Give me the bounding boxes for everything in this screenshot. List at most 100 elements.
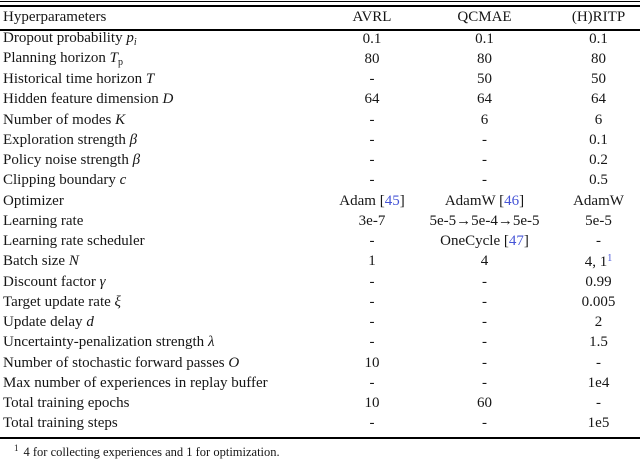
table-row: Dropout probability pi 0.1 0.1 0.1 <box>0 29 640 49</box>
cell-text: Optimizer <box>3 192 64 209</box>
qcmae-value-cell: - <box>412 353 557 373</box>
qcmae-value-cell: 5e-5→5e-4→5e-5 <box>412 211 557 231</box>
cell-text: 50 <box>477 71 492 88</box>
param-cell: Update delay d <box>0 313 332 333</box>
table-row: Planning horizon Tp 80 80 80 <box>0 49 640 69</box>
qcmae-value-cell: 4 <box>412 252 557 272</box>
param-cell: Target update rate ξ <box>0 292 332 312</box>
cell-text: 60 <box>477 395 492 412</box>
qcmae-value-cell: 6 <box>412 110 557 130</box>
avrl-value-cell: 64 <box>332 90 412 110</box>
avrl-value-cell: 3e-7 <box>332 211 412 231</box>
cell-text: N <box>68 253 79 270</box>
cell-text: c <box>119 172 127 189</box>
cell-text: - <box>482 152 487 169</box>
avrl-value-cell: - <box>332 151 412 171</box>
cell-text: 64 <box>591 91 606 108</box>
cell-text: - <box>369 334 375 351</box>
avrl-value-cell: - <box>332 313 412 333</box>
header-row: Hyperparameters AVRL QCMAE (H)RITP <box>0 6 640 29</box>
cell-text: - <box>482 314 487 331</box>
top-rule-outer <box>0 1 640 2</box>
cell-text: Dropout probability <box>3 30 127 47</box>
table-row: Total training steps - - 1e5 <box>0 414 640 434</box>
cell-text: d <box>86 314 94 331</box>
cell-text: Update delay <box>3 314 87 331</box>
qcmae-value-cell: AdamW [46] <box>412 191 557 211</box>
cell-text: 5e-5→5e-4→5e-5 <box>429 212 540 229</box>
col-header-hyperparameters: Hyperparameters <box>3 9 107 25</box>
hritp-value-cell: 50 <box>557 70 640 90</box>
table-row: Learning rate 3e-7 5e-5→5e-4→5e-5 5e-5 <box>0 211 640 231</box>
footnote-marker: 1 <box>14 443 19 453</box>
hritp-value-cell: - <box>557 353 640 373</box>
cell-text: - <box>482 273 487 290</box>
cell-text: Historical time horizon <box>3 71 146 88</box>
param-cell: Dropout probability pi <box>0 29 332 49</box>
table-row: Batch size N 1 4 4, 11 <box>0 252 640 272</box>
cell-text: O <box>228 354 240 371</box>
qcmae-value-cell: OneCycle [47] <box>412 232 557 252</box>
cell-text: K <box>115 111 126 128</box>
avrl-value-cell: - <box>332 414 412 434</box>
cell-text: AdamW [ <box>444 192 505 209</box>
footnote-text: 4 for collecting experiences and 1 for o… <box>23 445 280 460</box>
cell-text: ξ <box>114 293 121 310</box>
table-row: Update delay d - - 2 <box>0 313 640 333</box>
cell-text: - <box>369 293 375 310</box>
citation-link[interactable]: 47 <box>508 233 524 250</box>
cell-text: Adam [ <box>339 192 385 209</box>
cell-text: 4, 1 <box>584 253 608 270</box>
qcmae-value-cell: 80 <box>412 49 557 69</box>
cell-text: Total training steps <box>3 415 118 432</box>
cell-text: Batch size <box>3 253 69 270</box>
citation-link[interactable]: 1 <box>607 252 613 264</box>
cell-text: Learning rate <box>3 212 84 229</box>
param-cell: Learning rate <box>0 211 332 231</box>
cell-text: AdamW <box>573 192 624 209</box>
cell-text: - <box>369 273 375 290</box>
param-cell: Learning rate scheduler <box>0 232 332 252</box>
cell-text: 6 <box>480 111 489 128</box>
cell-text: Number of modes <box>3 111 116 128</box>
hritp-value-cell: 1e5 <box>557 414 640 434</box>
hritp-value-cell: 64 <box>557 90 640 110</box>
cell-text: γ <box>99 273 106 290</box>
avrl-value-cell: - <box>332 70 412 90</box>
cell-text: ] <box>519 192 525 209</box>
citation-link[interactable]: 46 <box>504 192 520 209</box>
cell-text: - <box>596 395 601 412</box>
cell-text: - <box>369 233 375 250</box>
cell-text: - <box>369 415 375 432</box>
table-row: Discount factor γ - - 0.99 <box>0 272 640 292</box>
table-row: Number of modes K - 6 6 <box>0 110 640 130</box>
param-cell: Optimizer <box>0 191 332 211</box>
hritp-value-cell: 0.99 <box>557 272 640 292</box>
cell-text: Uncertainty-penalization strength <box>3 334 208 351</box>
cell-text: D <box>162 91 174 108</box>
avrl-value-cell: 1 <box>332 252 412 272</box>
citation-link[interactable]: 45 <box>384 192 400 209</box>
hritp-value-cell: 0.1 <box>557 29 640 49</box>
cell-text: 80 <box>591 50 606 67</box>
table-row: Historical time horizon T - 50 50 <box>0 70 640 90</box>
hritp-value-cell: 2 <box>557 313 640 333</box>
cell-text: - <box>596 233 601 250</box>
table-row: Target update rate ξ - - 0.005 <box>0 292 640 312</box>
hritp-value-cell: 80 <box>557 49 640 69</box>
cell-text: 80 <box>477 50 492 67</box>
cell-text: - <box>482 354 487 371</box>
hritp-value-cell: 0.005 <box>557 292 640 312</box>
table-row: Number of stochastic forward passes O 10 -… <box>0 353 640 373</box>
cell-text: 50 <box>591 71 606 88</box>
hritp-value-cell: - <box>557 232 640 252</box>
cell-text: - <box>369 152 375 169</box>
hyperparameters-table: Hyperparameters AVRL QCMAE (H)RITP Dropo… <box>0 6 640 434</box>
qcmae-value-cell: - <box>412 313 557 333</box>
param-cell: Clipping boundary c <box>0 171 332 191</box>
cell-text: Discount factor <box>3 273 100 290</box>
cell-text: Number of stochastic forward passes <box>3 354 229 371</box>
cell-text: i <box>133 37 137 49</box>
param-cell: Total training steps <box>0 414 332 434</box>
